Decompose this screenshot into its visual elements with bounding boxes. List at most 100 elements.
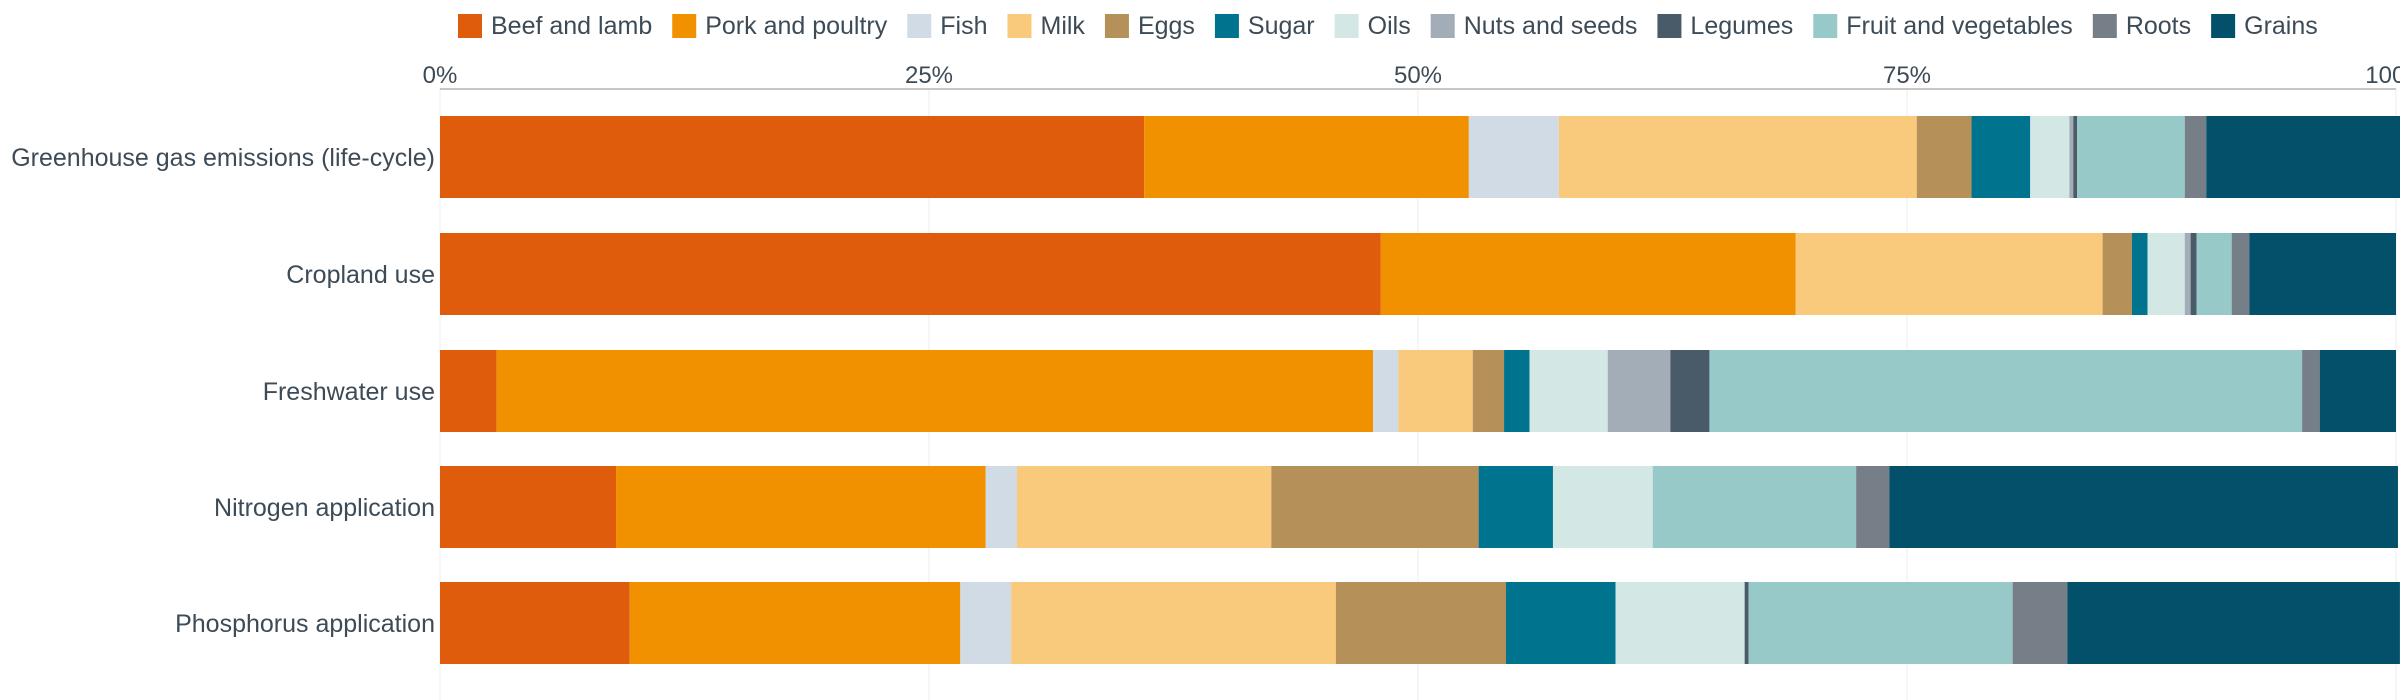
bar-segment-sugar	[2131, 233, 2148, 315]
legend-swatch	[2092, 14, 2117, 38]
bar-segment-oils	[1529, 350, 1608, 432]
bar-segment-fish	[1373, 350, 1399, 432]
bar-segment-nuts-and-seeds	[2184, 233, 2191, 315]
legend: Beef and lamb Pork and poultry Fish Milk Egg…	[458, 12, 2318, 40]
category-label: Cropland use	[286, 261, 435, 289]
bar-segment-roots	[2184, 116, 2207, 198]
legend-label: Fruit and vegetables	[1846, 12, 2073, 40]
legend-label: Oils	[1368, 12, 1411, 40]
bars	[440, 116, 2400, 664]
bar-segment-fish	[985, 466, 1018, 548]
category-labels: Greenhouse gas emissions (life-cycle) Cro…	[11, 144, 435, 638]
legend-item-oils: Oils	[1334, 12, 1411, 40]
bar-segment-pork-and-poultry	[629, 582, 961, 664]
legend-swatch	[672, 14, 697, 38]
bar-row-freshwater-use	[440, 350, 2396, 432]
bar-segment-oils	[2147, 233, 2185, 315]
bar-segment-oils	[2030, 116, 2070, 198]
bar-segment-pork-and-poultry	[496, 350, 1374, 432]
bar-segment-roots	[2012, 582, 2068, 664]
bar-segment-fruit-and-vegetables	[1709, 350, 2303, 432]
category-label: Freshwater use	[263, 378, 435, 406]
bar-segment-milk	[1795, 233, 2103, 315]
legend-item-legumes: Legumes	[1657, 12, 1793, 40]
bar-segment-legumes	[1670, 350, 1710, 432]
bar-segment-beef-and-lamb	[440, 233, 1381, 315]
legend-swatch	[458, 14, 482, 38]
legend-label: Milk	[1041, 12, 1086, 40]
bar-segment-beef-and-lamb	[440, 466, 617, 548]
legend-swatch	[2211, 14, 2236, 38]
legend-label: Grains	[2244, 12, 2318, 40]
legend-label: Beef and lamb	[491, 12, 652, 40]
bar-segment-eggs	[1472, 350, 1505, 432]
bar-segment-roots	[1856, 466, 1890, 548]
x-tick-label: 0%	[423, 62, 458, 89]
legend-swatch	[1007, 14, 1032, 38]
bar-segment-oils	[1615, 582, 1745, 664]
bar-row-cropland-use	[440, 233, 2396, 315]
category-label: Nitrogen application	[214, 494, 435, 522]
legend-swatch	[1657, 14, 1682, 38]
legend-swatch	[1430, 14, 1455, 38]
bar-segment-grains	[2067, 582, 2400, 664]
bar-segment-oils	[1552, 466, 1653, 548]
legend-item-fish: Fish	[907, 12, 988, 40]
category-label: Greenhouse gas emissions (life-cycle)	[11, 144, 435, 172]
legend-swatch	[1214, 14, 1239, 38]
legend-swatch	[907, 14, 932, 38]
legend-label: Legumes	[1690, 12, 1793, 40]
legend-item-milk: Milk	[1007, 12, 1086, 40]
legend-item-roots: Roots	[2092, 12, 2191, 40]
bar-segment-eggs	[1271, 466, 1479, 548]
bar-segment-fruit-and-vegetables	[1652, 466, 1857, 548]
bar-segment-milk	[1558, 116, 1917, 198]
bar-segment-fruit-and-vegetables	[2077, 116, 2185, 198]
x-tick-label: 75%	[1883, 62, 1931, 89]
bar-segment-legumes	[2190, 233, 2197, 315]
bar-segment-grains	[2206, 116, 2400, 198]
bar-row-phosphorus-application	[440, 582, 2400, 664]
bar-segment-eggs	[1335, 582, 1507, 664]
legend-item-nuts-and-seeds: Nuts and seeds	[1430, 12, 1638, 40]
bar-segment-fish	[960, 582, 1012, 664]
legend-label: Roots	[2126, 12, 2191, 40]
bar-segment-grains	[1889, 466, 2398, 548]
legend-label: Nuts and seeds	[1464, 12, 1638, 40]
bar-segment-sugar	[1971, 116, 2031, 198]
legend-item-pork-and-poultry: Pork and poultry	[672, 12, 888, 40]
legend-item-fruit-and-vegetables: Fruit and vegetables	[1813, 12, 2073, 40]
bar-segment-roots	[2231, 233, 2250, 315]
bar-segment-eggs	[2102, 233, 2132, 315]
legend-item-sugar: Sugar	[1214, 12, 1315, 40]
bar-segment-grains	[2249, 233, 2396, 315]
bar-segment-sugar	[1504, 350, 1530, 432]
bar-segment-fish	[1468, 116, 1559, 198]
x-tick-label: 50%	[1394, 62, 1442, 89]
bar-segment-pork-and-poultry	[616, 466, 986, 548]
bar-row-nitrogen-application	[440, 466, 2398, 548]
bar-segment-milk	[1011, 582, 1336, 664]
bar-segment-pork-and-poultry	[1380, 233, 1796, 315]
legend-label: Eggs	[1138, 12, 1195, 40]
bar-segment-nuts-and-seeds	[2069, 116, 2074, 198]
legend-item-eggs: Eggs	[1104, 12, 1195, 40]
bar-segment-sugar	[1478, 466, 1553, 548]
legend-swatch	[1104, 14, 1129, 38]
bar-segment-fruit-and-vegetables	[1748, 582, 2013, 664]
legend-label: Pork and poultry	[705, 12, 888, 40]
bar-segment-legumes	[2073, 116, 2078, 198]
legend-label: Fish	[940, 12, 987, 40]
legend-swatch	[1334, 14, 1359, 38]
x-axis-ticks: 0% 25% 50% 75% 100%	[423, 62, 2400, 89]
bar-segment-milk	[1017, 466, 1272, 548]
x-tick-label: 25%	[905, 62, 953, 89]
bar-segment-beef-and-lamb	[440, 350, 497, 432]
bar-segment-beef-and-lamb	[440, 116, 1145, 198]
x-tick-label: 100%	[2365, 62, 2400, 89]
category-label: Phosphorus application	[175, 610, 435, 638]
bar-segment-roots	[2302, 350, 2320, 432]
bar-segment-eggs	[1916, 116, 1972, 198]
bar-segment-fruit-and-vegetables	[2196, 233, 2232, 315]
bar-segment-legumes	[1744, 582, 1749, 664]
